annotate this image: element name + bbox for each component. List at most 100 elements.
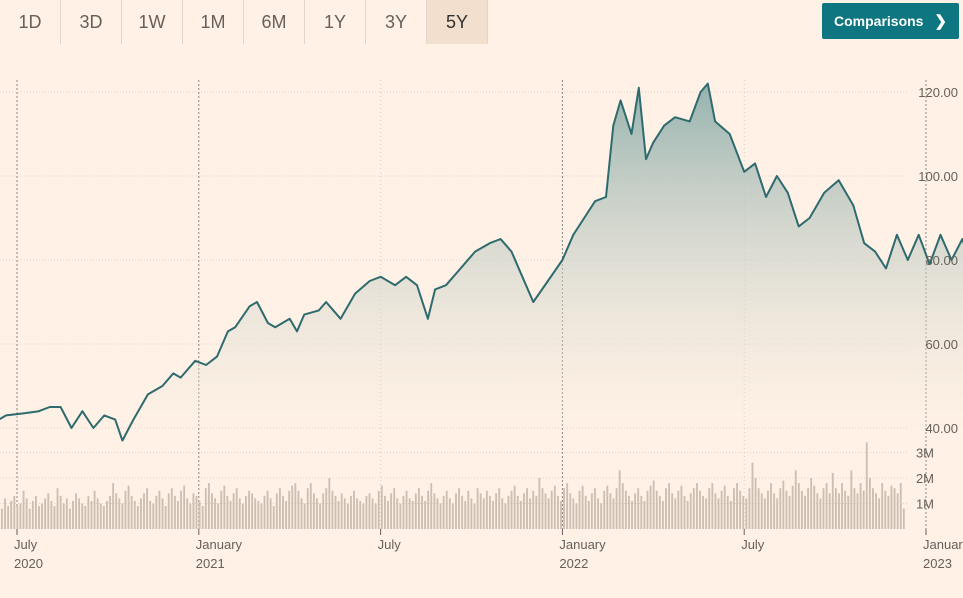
volume-bar (621, 483, 624, 529)
volume-bar (155, 495, 158, 529)
volume-bar (683, 495, 686, 529)
volume-bar (217, 503, 220, 529)
volume-bar (68, 508, 71, 529)
volume-bar (211, 493, 213, 529)
x-tick-label: January (559, 537, 606, 552)
volume-bar (353, 490, 355, 529)
volume-bar (560, 500, 562, 529)
volume-bar (791, 485, 794, 529)
volume-bar (717, 498, 720, 529)
volume-bar (229, 500, 232, 529)
tab-3d[interactable]: 3D (61, 0, 122, 44)
volume-bar (241, 503, 244, 529)
volume-bar (356, 498, 359, 529)
volume-bar (433, 493, 436, 529)
volume-bar (62, 503, 65, 529)
price-area (0, 82, 963, 442)
volume-bar (16, 506, 19, 529)
volume-bar (161, 498, 164, 529)
volume-bar (498, 488, 501, 529)
volume-bar (776, 498, 779, 529)
volume-bar (146, 488, 149, 529)
tab-1y[interactable]: 1Y (305, 0, 366, 44)
volume-bar (773, 493, 776, 529)
volume-bar (263, 495, 266, 529)
volume-bar (841, 483, 843, 529)
volume-bar (510, 490, 513, 529)
volume-bar (334, 495, 337, 529)
volume-bar (658, 495, 661, 529)
volume-bar (800, 490, 803, 529)
volume-bar (340, 493, 343, 529)
volume-bar (594, 488, 596, 529)
volume-bar (677, 490, 680, 529)
volume-bar (575, 503, 578, 529)
volume-tick-label: 1M (916, 497, 934, 512)
volume-bar (553, 485, 556, 529)
comparisons-button[interactable]: Comparisons ❯ (822, 3, 959, 39)
volume-bar (492, 500, 494, 529)
volume-bar (28, 508, 31, 529)
volume-bar (785, 490, 788, 529)
volume-bar (331, 490, 334, 529)
volume-bar (374, 503, 377, 529)
tab-1m[interactable]: 1M (183, 0, 244, 44)
tab-3y[interactable]: 3Y (366, 0, 427, 44)
volume-bar (699, 490, 701, 529)
volume-bar (485, 490, 488, 529)
volume-bar (705, 498, 708, 529)
volume-bar (461, 495, 464, 529)
volume-bar (170, 488, 173, 529)
volume-bar (646, 490, 649, 529)
volume-bar (143, 493, 145, 529)
volume-bar (285, 500, 288, 529)
volume-bar (819, 498, 822, 529)
volume-bar (680, 485, 683, 529)
volume-bar (807, 488, 810, 529)
volume-bar (634, 493, 637, 529)
volume-bar (90, 500, 93, 529)
tab-1w[interactable]: 1W (122, 0, 183, 44)
volume-bar (34, 495, 37, 529)
volume-bar (251, 493, 254, 529)
volume-bar (245, 495, 247, 529)
volume-bar (390, 493, 393, 529)
volume-bar (50, 500, 53, 529)
volume-bar (655, 490, 658, 529)
volume-bar (414, 493, 417, 529)
volume-bar (195, 495, 198, 529)
volume-bar (238, 498, 241, 529)
volume-bar (516, 495, 519, 529)
volume-bar (343, 498, 346, 529)
volume-bar (272, 506, 275, 529)
volume-bar (380, 485, 383, 529)
volume-bar (75, 493, 77, 529)
volume-bar (893, 488, 896, 529)
volume-bar (834, 488, 837, 529)
tab-1d[interactable]: 1D (0, 0, 61, 44)
volume-bar (476, 488, 479, 529)
volume-bar (402, 495, 405, 529)
volume-bar (365, 495, 368, 529)
tab-5y[interactable]: 5Y (427, 0, 488, 44)
volume-bar (411, 500, 414, 529)
volume-bar (767, 490, 769, 529)
volume-bar (328, 478, 331, 529)
volume-bar (72, 500, 74, 529)
tab-6m[interactable]: 6M (244, 0, 305, 44)
volume-bar (186, 498, 189, 529)
volume-bar (661, 500, 664, 529)
volume-bar (377, 490, 380, 529)
volume-bar (887, 495, 890, 529)
volume-bar (535, 495, 538, 529)
x-tick-label: January (196, 537, 243, 552)
volume-bar (4, 498, 6, 529)
volume-bar (529, 498, 532, 529)
volume-bar (254, 498, 257, 529)
volume-bar (220, 490, 223, 529)
x-tick-label: July (14, 537, 38, 552)
volume-bar (578, 490, 581, 529)
volume-bar (232, 493, 235, 529)
volume-bar (587, 500, 590, 529)
y-tick-label: 80.00 (925, 253, 958, 268)
